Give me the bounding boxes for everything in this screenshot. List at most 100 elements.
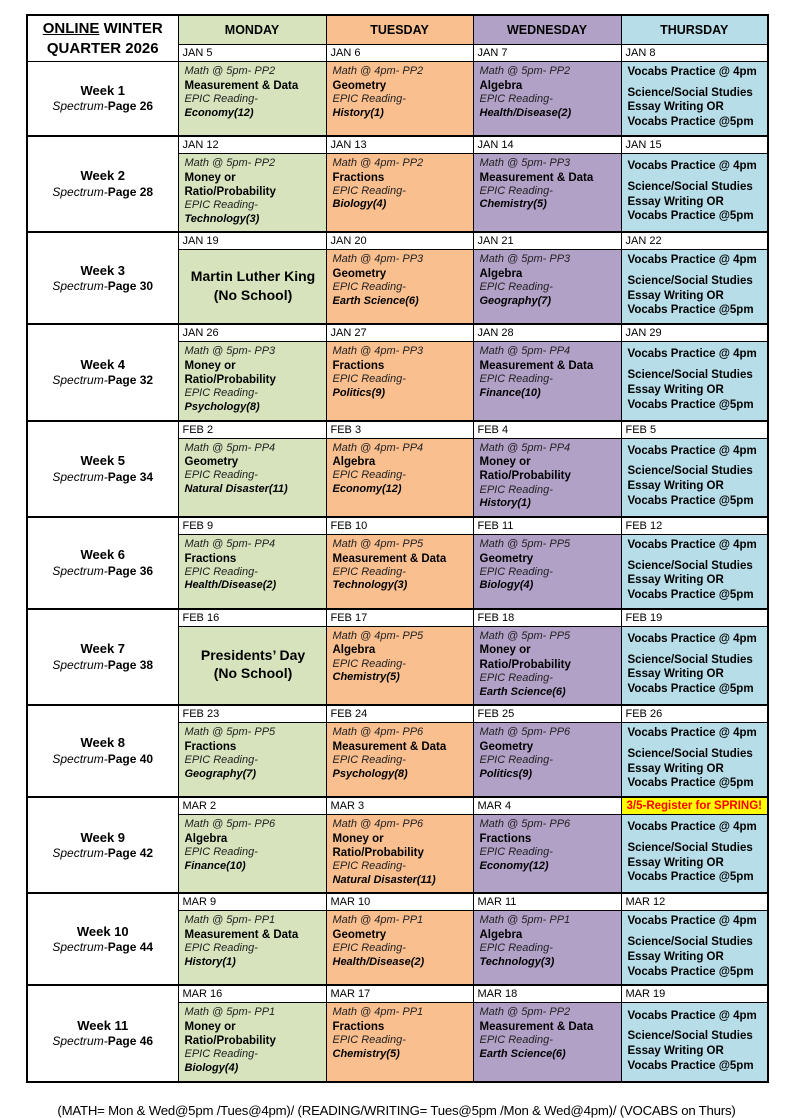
math-topic-line: Money or Ratio/Probability: [479, 456, 571, 483]
vocabs-5pm-line: Vocabs Practice @5pm: [627, 777, 754, 790]
vocabs-practice-line: Vocabs Practice @ 4pm: [627, 160, 757, 173]
epic-reading-label: EPIC Reading-: [184, 754, 258, 766]
epic-reading-label: EPIC Reading-: [184, 199, 258, 211]
spectrum-page: Spectrum-Page 42: [30, 846, 176, 862]
epic-reading-label: EPIC Reading-: [184, 387, 258, 400]
spectrum-prefix: Spectrum-: [52, 1034, 108, 1049]
class-cell: Math @ 5pm- PP3 Measurement & Data EPIC Re…: [472, 152, 622, 233]
class-cell: Math @ 5pm- PP2 Money or Ratio/Probabilit…: [177, 152, 327, 233]
winter-quarter-schedule: ONLINE WINTER QUARTER 2026 MONDAY TUESDA…: [26, 14, 769, 1083]
essay-or-line: Essay Writing OR: [627, 762, 724, 775]
epic-reading-label: EPIC Reading-: [479, 845, 553, 858]
week-content-row: Math @ 5pm- PP5 Fractions EPIC Reading- Geo…: [27, 722, 769, 798]
week-content-row: Week 1 Spectrum-Page 26 Math @ 5pm- PP2 Mea…: [26, 60, 769, 137]
header-row: ONLINE WINTER QUARTER 2026 MONDAY TUESDA…: [26, 14, 769, 62]
epic-reading-topic: Finance(10): [184, 859, 246, 872]
math-topic-line: Algebra: [332, 644, 376, 657]
math-time-line: Math @ 4pm- PP3: [332, 345, 424, 358]
math-topic-line: Geometry: [184, 456, 239, 469]
date-cell: MAR 19: [620, 984, 769, 1004]
class-cell: Math @ 4pm- PP5 Algebra EPIC Reading- Chemi…: [325, 625, 474, 706]
epic-reading-label: EPIC Reading-: [184, 1048, 258, 1061]
epic-reading-topic: Earth Science(6): [479, 685, 566, 698]
math-topic-line: Measurement & Data: [332, 740, 447, 753]
date-row: Week 10 Spectrum-Page 44 MAR 9 MAR 10 MAR 11…: [26, 892, 769, 986]
thursday-activities-cell: Vocabs Practice @ 4pm Science/Social Stud…: [620, 722, 769, 798]
vocabs-practice-line: Vocabs Practice @ 4pm: [627, 254, 757, 267]
page-number: Page 30: [107, 279, 154, 294]
essay-or-line: Essay Writing OR: [627, 574, 724, 587]
epic-reading-label: EPIC Reading-: [332, 469, 406, 482]
epic-reading-label: EPIC Reading-: [332, 92, 406, 105]
math-topic-line: Fractions: [184, 740, 237, 753]
epic-reading-topic: Psychology(8): [332, 767, 408, 780]
date-cell: FEB 24: [325, 704, 474, 724]
vocabs-5pm-line: Vocabs Practice @5pm: [627, 398, 754, 411]
page-number: Page 38: [107, 657, 154, 672]
online-word: ONLINE: [42, 20, 100, 37]
math-topic-line: Fractions: [184, 552, 237, 565]
week-content-row: Presidents’ Day (No School) Math @ 4pm- PP…: [27, 625, 769, 706]
epic-reading-label: EPIC Reading-: [332, 184, 406, 197]
thursday-header: THURSDAY: [620, 14, 769, 45]
no-school-note: (No School): [213, 286, 293, 303]
epic-reading-label: EPIC Reading-: [332, 942, 406, 955]
science-social-line: Science/Social Studies: [627, 180, 753, 193]
vocabs-5pm-line: Vocabs Practice @5pm: [627, 494, 754, 507]
science-social-line: Science/Social Studies: [627, 841, 753, 854]
thursday-activities-cell: Vocabs Practice @ 4pm Science/Social Stud…: [620, 341, 769, 421]
epic-reading-label: EPIC Reading-: [184, 565, 258, 578]
epic-reading-label: EPIC Reading-: [184, 92, 258, 105]
spectrum-prefix: Spectrum-: [52, 752, 108, 767]
epic-reading-topic: Finance(10): [479, 386, 541, 399]
monday-header: MONDAY: [177, 14, 327, 45]
epic-reading-topic: Health/Disease(2): [479, 106, 572, 119]
epic-reading-label: EPIC Reading-: [479, 281, 553, 294]
math-topic-line: Measurement & Data: [479, 1020, 594, 1033]
essay-or-line: Essay Writing OR: [627, 668, 724, 681]
date-cell: JAN 28: [472, 323, 622, 343]
essay-writing-block: Science/Social Studies Essay Writing OR Vo…: [628, 747, 764, 791]
week-title: Week 4: [80, 356, 126, 372]
class-cell: Math @ 5pm- PP1 Measurement & Data EPIC Re…: [177, 910, 327, 986]
epic-reading-label: EPIC Reading-: [332, 565, 406, 578]
essay-writing-block: Science/Social Studies Essay Writing OR Vo…: [628, 86, 764, 130]
epic-reading-label: EPIC Reading-: [479, 373, 553, 385]
epic-reading-topic: Chemistry(5): [332, 671, 400, 684]
vocabs-practice-line: Vocabs Practice @ 4pm: [627, 538, 757, 551]
epic-reading-label: EPIC Reading-: [332, 373, 406, 385]
essay-or-line: Essay Writing OR: [627, 480, 724, 493]
math-time-line: Math @ 5pm- PP4: [479, 441, 571, 454]
quarter-title-line2: QUARTER 2026: [46, 39, 159, 57]
class-cell: Math @ 4pm- PP2 Geometry EPIC Reading- Hist…: [325, 60, 474, 137]
date-cell: FEB 23: [177, 704, 327, 724]
date-row: Week 4 Spectrum-Page 32 JAN 26 JAN 27 JAN 28…: [26, 323, 769, 422]
holiday-cell: Martin Luther King (No School): [177, 249, 327, 325]
date-cell: MAR 9: [177, 892, 327, 912]
math-time-line: Math @ 5pm- PP5: [184, 726, 276, 739]
spectrum-page: Spectrum-Page 30: [30, 279, 176, 295]
week-label-cell: Week 4 Spectrum-Page 32: [26, 323, 179, 422]
spectrum-prefix: Spectrum-: [52, 373, 108, 388]
math-time-line: Math @ 4pm- PP5: [332, 537, 424, 550]
page-number: Page 36: [107, 563, 154, 578]
vocabs-practice-line: Vocabs Practice @ 4pm: [627, 727, 757, 740]
date-cell: JAN 26: [177, 323, 327, 343]
date-row: Week 2 Spectrum-Page 28 JAN 12 JAN 13 JAN 14…: [26, 134, 769, 233]
math-topic-line: Money or Ratio/Probability: [184, 171, 276, 198]
class-cell: Math @ 4pm- PP4 Algebra EPIC Reading- Econo…: [325, 437, 474, 518]
vocabs-5pm-line: Vocabs Practice @5pm: [627, 1059, 754, 1072]
date-row: JAN 5 JAN 6 JAN 7 JAN 8: [27, 44, 769, 62]
class-cell: Math @ 5pm- PP3 Money or Ratio/Probabilit…: [177, 341, 327, 421]
vocabs-practice-line: Vocabs Practice @ 4pm: [627, 66, 757, 78]
math-time-line: Math @ 5pm- PP2: [184, 156, 276, 169]
math-time-line: Math @ 4pm- PP2: [332, 65, 424, 77]
no-school-note: (No School): [213, 665, 293, 682]
math-topic-line: Algebra: [184, 832, 228, 845]
week-title: Week 8: [80, 735, 126, 751]
epic-reading-label: EPIC Reading-: [184, 942, 258, 955]
math-time-line: Math @ 5pm- PP1: [479, 914, 571, 927]
register-spring-banner: 3/5-Register for SPRING!: [620, 796, 769, 815]
math-topic-line: Fractions: [479, 832, 532, 845]
